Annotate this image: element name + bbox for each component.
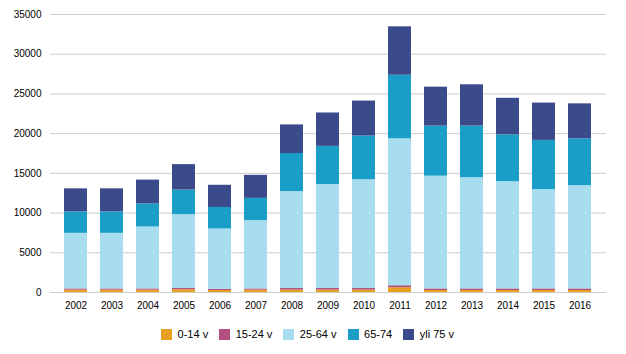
- svg-text:35000: 35000: [14, 9, 42, 20]
- svg-text:5000: 5000: [19, 247, 42, 258]
- svg-text:15000: 15000: [14, 168, 42, 179]
- html-text:65-74: 65-74: [364, 328, 393, 341]
- svg-text:2016: 2016: [569, 300, 592, 311]
- html-text:15-24 v: 15-24 v: [235, 328, 273, 341]
- html-text:25-64 v: 25-64 v: [299, 328, 337, 341]
- svg-text:2009: 2009: [317, 300, 340, 311]
- svg-text:2003: 2003: [101, 300, 124, 311]
- svg-text:2005: 2005: [173, 300, 196, 311]
- html-text:0-14 v: 0-14 v: [177, 328, 209, 341]
- svg-text:2007: 2007: [245, 300, 268, 311]
- svg-text:2002: 2002: [65, 300, 88, 311]
- svg-text:2010: 2010: [353, 300, 376, 311]
- svg-text:2011: 2011: [389, 300, 411, 311]
- html-text:yli 75 v: yli 75 v: [419, 328, 454, 341]
- svg-text:30000: 30000: [14, 48, 42, 59]
- svg-text:2012: 2012: [425, 300, 448, 311]
- svg-text:2006: 2006: [209, 300, 232, 311]
- svg-text:25000: 25000: [14, 88, 42, 99]
- svg-text:2008: 2008: [281, 300, 304, 311]
- svg-text:2014: 2014: [497, 300, 520, 311]
- svg-text:2015: 2015: [533, 300, 556, 311]
- svg-text:2004: 2004: [137, 300, 160, 311]
- svg-text:2013: 2013: [461, 300, 484, 311]
- svg-text:10000: 10000: [14, 207, 42, 218]
- svg-text:20000: 20000: [14, 128, 42, 139]
- svg-text:0: 0: [36, 287, 42, 298]
